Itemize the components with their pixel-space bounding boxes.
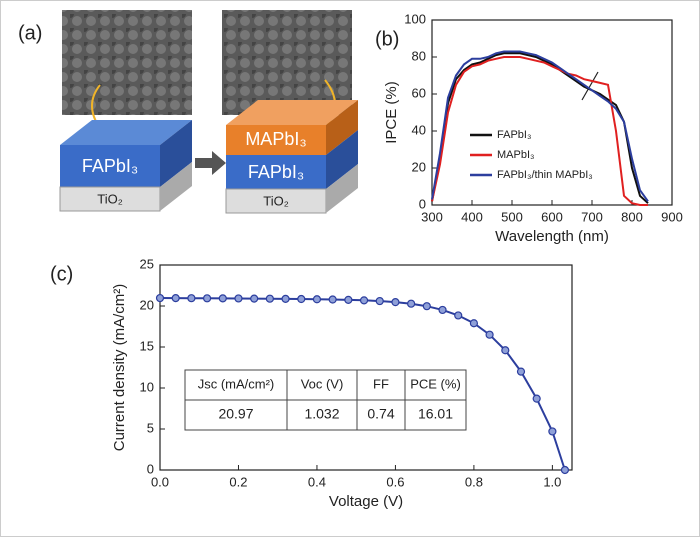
y-tick-label: 0	[147, 461, 154, 476]
x-tick-label: 500	[501, 209, 523, 224]
legend-label: MAPbI₃	[497, 149, 535, 161]
marker	[516, 367, 526, 376]
layer-label: TiO₂	[97, 191, 123, 206]
y-tick-label: 5	[147, 420, 154, 435]
panel-label: (c)	[50, 263, 73, 285]
sem-image	[222, 10, 352, 115]
arrow	[195, 151, 226, 175]
marker	[344, 295, 353, 304]
marker	[422, 302, 431, 311]
x-tick-label: 0.2	[229, 474, 247, 489]
x-tick-label: 0.4	[308, 474, 326, 489]
x-tick-label: 600	[541, 209, 563, 224]
y-tick-label: 60	[412, 85, 426, 100]
y-tick-label: 80	[412, 48, 426, 63]
marker	[297, 294, 306, 304]
marker	[171, 294, 180, 303]
marker	[234, 294, 243, 303]
layer-label: TiO₂	[263, 193, 289, 208]
table-cell: 0.74	[367, 406, 394, 422]
table-header: PCE (%)	[410, 376, 461, 391]
marker	[202, 294, 212, 303]
marker	[187, 294, 196, 303]
marker	[407, 299, 416, 308]
layer-label: FAPbI₃	[82, 156, 138, 176]
series-line	[431, 56, 648, 206]
marker	[328, 295, 337, 304]
trend-arrow	[581, 71, 599, 101]
right-stack: MAPbI₃ FAPbI₃ TiO₂	[225, 100, 358, 214]
y-tick-label: 20	[412, 159, 426, 174]
x-tick-label: 400	[461, 209, 483, 224]
x-tick-label: 1.0	[543, 474, 561, 489]
table-cell: 16.01	[418, 406, 453, 422]
x-tick-label: 0.6	[386, 474, 404, 489]
table-header: Voc (V)	[301, 376, 344, 391]
marker	[391, 298, 400, 307]
legend-label: FAPbI₃/thin MAPbI₃	[497, 169, 593, 181]
plot-area	[159, 264, 573, 471]
left-stack: FAPbI₃ TiO₂	[59, 120, 192, 212]
y-tick-label: 25	[140, 256, 154, 271]
x-tick-label: 0.0	[151, 474, 169, 489]
y-tick-label: 100	[404, 11, 426, 26]
table-header: FF	[373, 376, 389, 391]
x-tick-label: 800	[621, 209, 643, 224]
marker	[281, 294, 290, 303]
marker	[469, 319, 479, 328]
marker	[485, 330, 494, 339]
x-axis-label: Voltage (V)	[329, 493, 403, 510]
y-axis-label: Current density (mA/cm²)	[111, 284, 128, 452]
x-tick-label: 900	[661, 209, 683, 224]
marker	[359, 296, 369, 305]
sem-image	[62, 10, 192, 115]
x-tick-label: 0.8	[465, 474, 483, 489]
panel-label: (b)	[375, 28, 399, 50]
x-tick-label: 700	[581, 209, 603, 224]
marker	[375, 296, 384, 306]
marker	[438, 305, 447, 315]
table-header: Jsc (mA/cm²)	[198, 376, 275, 391]
y-tick-label: 40	[412, 122, 426, 137]
table-cell: 1.032	[304, 406, 339, 422]
marker	[312, 295, 322, 304]
marker	[218, 294, 227, 303]
series-line	[431, 50, 649, 202]
y-tick-label: 10	[140, 379, 154, 394]
marker	[155, 293, 165, 303]
marker	[250, 294, 259, 303]
legend-label: FAPbI₃	[497, 129, 531, 141]
y-tick-label: 20	[140, 297, 154, 312]
layer-label: FAPbI₃	[248, 162, 304, 182]
marker	[265, 294, 274, 303]
table-cell: 20.97	[218, 406, 253, 422]
marker	[560, 465, 570, 475]
y-axis-label: IPCE (%)	[383, 81, 400, 144]
panel-label: (a)	[18, 22, 42, 44]
marker	[548, 427, 557, 436]
y-tick-label: 15	[140, 338, 154, 353]
layer-label: MAPbI₃	[245, 129, 306, 149]
marker	[532, 394, 541, 403]
y-tick-label: 0	[419, 196, 426, 211]
marker	[501, 346, 510, 355]
x-tick-label: 300	[421, 209, 443, 224]
marker	[454, 311, 463, 320]
x-axis-label: Wavelength (nm)	[495, 228, 609, 245]
